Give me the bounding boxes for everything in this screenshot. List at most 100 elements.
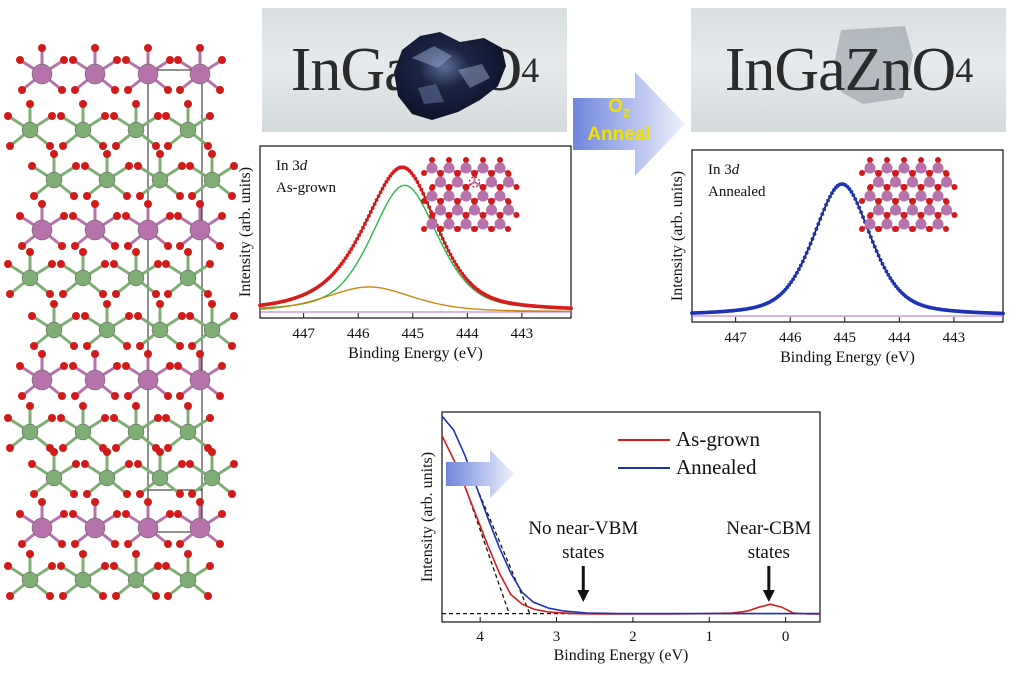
data-point — [456, 265, 461, 270]
gallium-zinc-atom — [179, 423, 197, 441]
oxygen-atom — [488, 199, 495, 205]
data-point — [357, 233, 362, 238]
data-point — [374, 198, 379, 202]
oxygen-atom — [216, 392, 224, 400]
oxygen-atom — [69, 56, 77, 64]
oxygen-atom — [176, 540, 184, 548]
indium-atom — [924, 204, 935, 216]
oxygen-atom — [103, 300, 111, 308]
oxygen-atom — [228, 192, 236, 200]
oxygen-atom — [471, 199, 478, 205]
oxygen-atom — [124, 242, 132, 250]
indium-atom — [881, 218, 893, 230]
data-point — [820, 212, 825, 217]
data-point — [855, 201, 860, 206]
indium-atom — [84, 219, 106, 241]
oxygen-atom — [26, 248, 34, 256]
data-point — [870, 239, 875, 244]
indium-atom — [864, 162, 876, 174]
oxygen-atom — [206, 260, 214, 268]
data-point — [411, 173, 416, 178]
oxygen-atom — [471, 171, 478, 177]
oxygen-atom — [463, 213, 469, 219]
data-point — [1001, 311, 1005, 316]
oxygen-atom — [113, 212, 121, 220]
oxygen-atom — [132, 100, 140, 108]
oxygen-atom — [18, 86, 26, 94]
data-point — [372, 202, 377, 206]
near-cbm-arrow-head — [762, 590, 775, 602]
x-tick-label: 443 — [511, 326, 534, 342]
indium-atom — [31, 219, 53, 241]
oxygen-atom — [58, 540, 66, 548]
data-point — [818, 217, 823, 221]
oxygen-atom — [124, 392, 132, 400]
x-axis-label: Binding Energy (eV) — [780, 349, 915, 366]
plot-frame — [259, 145, 572, 319]
x-tick-label: 446 — [347, 326, 370, 342]
data-point — [874, 249, 879, 254]
y-axis-label: Intensity (arb. units) — [237, 167, 254, 297]
oxygen-atom — [421, 198, 427, 204]
oxygen-atom — [859, 170, 865, 176]
gallium-zinc-atom — [179, 121, 197, 139]
oxygen-atom — [206, 562, 214, 570]
gallium-zinc-atom — [127, 571, 145, 589]
indium-atom — [486, 204, 497, 216]
valence-band-chart: As-grown Annealed No near-VBM states Near-CB… — [419, 411, 821, 664]
oxygen-atom — [38, 498, 46, 506]
oxygen-atom — [111, 392, 119, 400]
oxygen-atom — [110, 562, 118, 570]
data-point — [806, 246, 811, 251]
data-point — [419, 187, 424, 192]
indium-atom — [932, 162, 944, 174]
gallium-zinc-atom — [21, 269, 39, 287]
gallium-zinc-atom — [98, 469, 116, 487]
oxygen-atom — [162, 260, 170, 268]
data-point — [791, 277, 795, 282]
oxygen-atom — [228, 490, 236, 498]
data-point — [438, 232, 443, 237]
data-point — [802, 255, 807, 260]
data-point — [454, 262, 459, 267]
gallium-zinc-atom — [98, 171, 116, 189]
oxygen-atom — [196, 200, 204, 208]
data-point — [368, 210, 373, 214]
gallium-zinc-atom — [45, 321, 63, 339]
data-point — [378, 190, 383, 195]
oxygen-atom — [497, 213, 503, 219]
oxygen-atom — [101, 414, 109, 422]
gallium-zinc-atom — [21, 423, 39, 441]
oxygen-atom — [69, 212, 77, 220]
annealed-crystal-photo: InGaZnO 4 — [691, 8, 1006, 132]
oxygen-atom — [454, 171, 461, 177]
data-point — [880, 262, 885, 266]
oxygen-atom — [71, 392, 79, 400]
oxygen-atom — [216, 86, 224, 94]
indium-atom — [915, 190, 927, 202]
oxygen-atom — [101, 562, 109, 570]
data-point — [417, 183, 422, 188]
oxygen-atom — [513, 184, 520, 190]
oxygen-atom — [505, 171, 512, 177]
oxygen-atom — [72, 460, 80, 468]
oxygen-atom — [154, 112, 162, 120]
indium-atom — [907, 176, 918, 188]
oxygen-atom — [50, 448, 58, 456]
oxygen-atom — [26, 402, 34, 410]
oxygen-atom — [446, 185, 452, 191]
oxygen-atom — [83, 490, 91, 498]
data-point — [421, 191, 426, 196]
oxygen-atom — [892, 171, 899, 177]
data-point — [458, 268, 463, 273]
oxygen-atom — [488, 171, 495, 177]
oxygen-atom — [46, 142, 54, 150]
data-point — [795, 270, 799, 275]
oxygen-atom — [91, 44, 99, 52]
oxygen-atom — [48, 260, 56, 268]
x-tick-label: 1 — [706, 629, 714, 645]
data-point — [793, 274, 797, 278]
data-point — [380, 186, 385, 191]
no-vbm-arrow-head — [577, 590, 590, 602]
x-tick-label: 3 — [553, 629, 561, 645]
